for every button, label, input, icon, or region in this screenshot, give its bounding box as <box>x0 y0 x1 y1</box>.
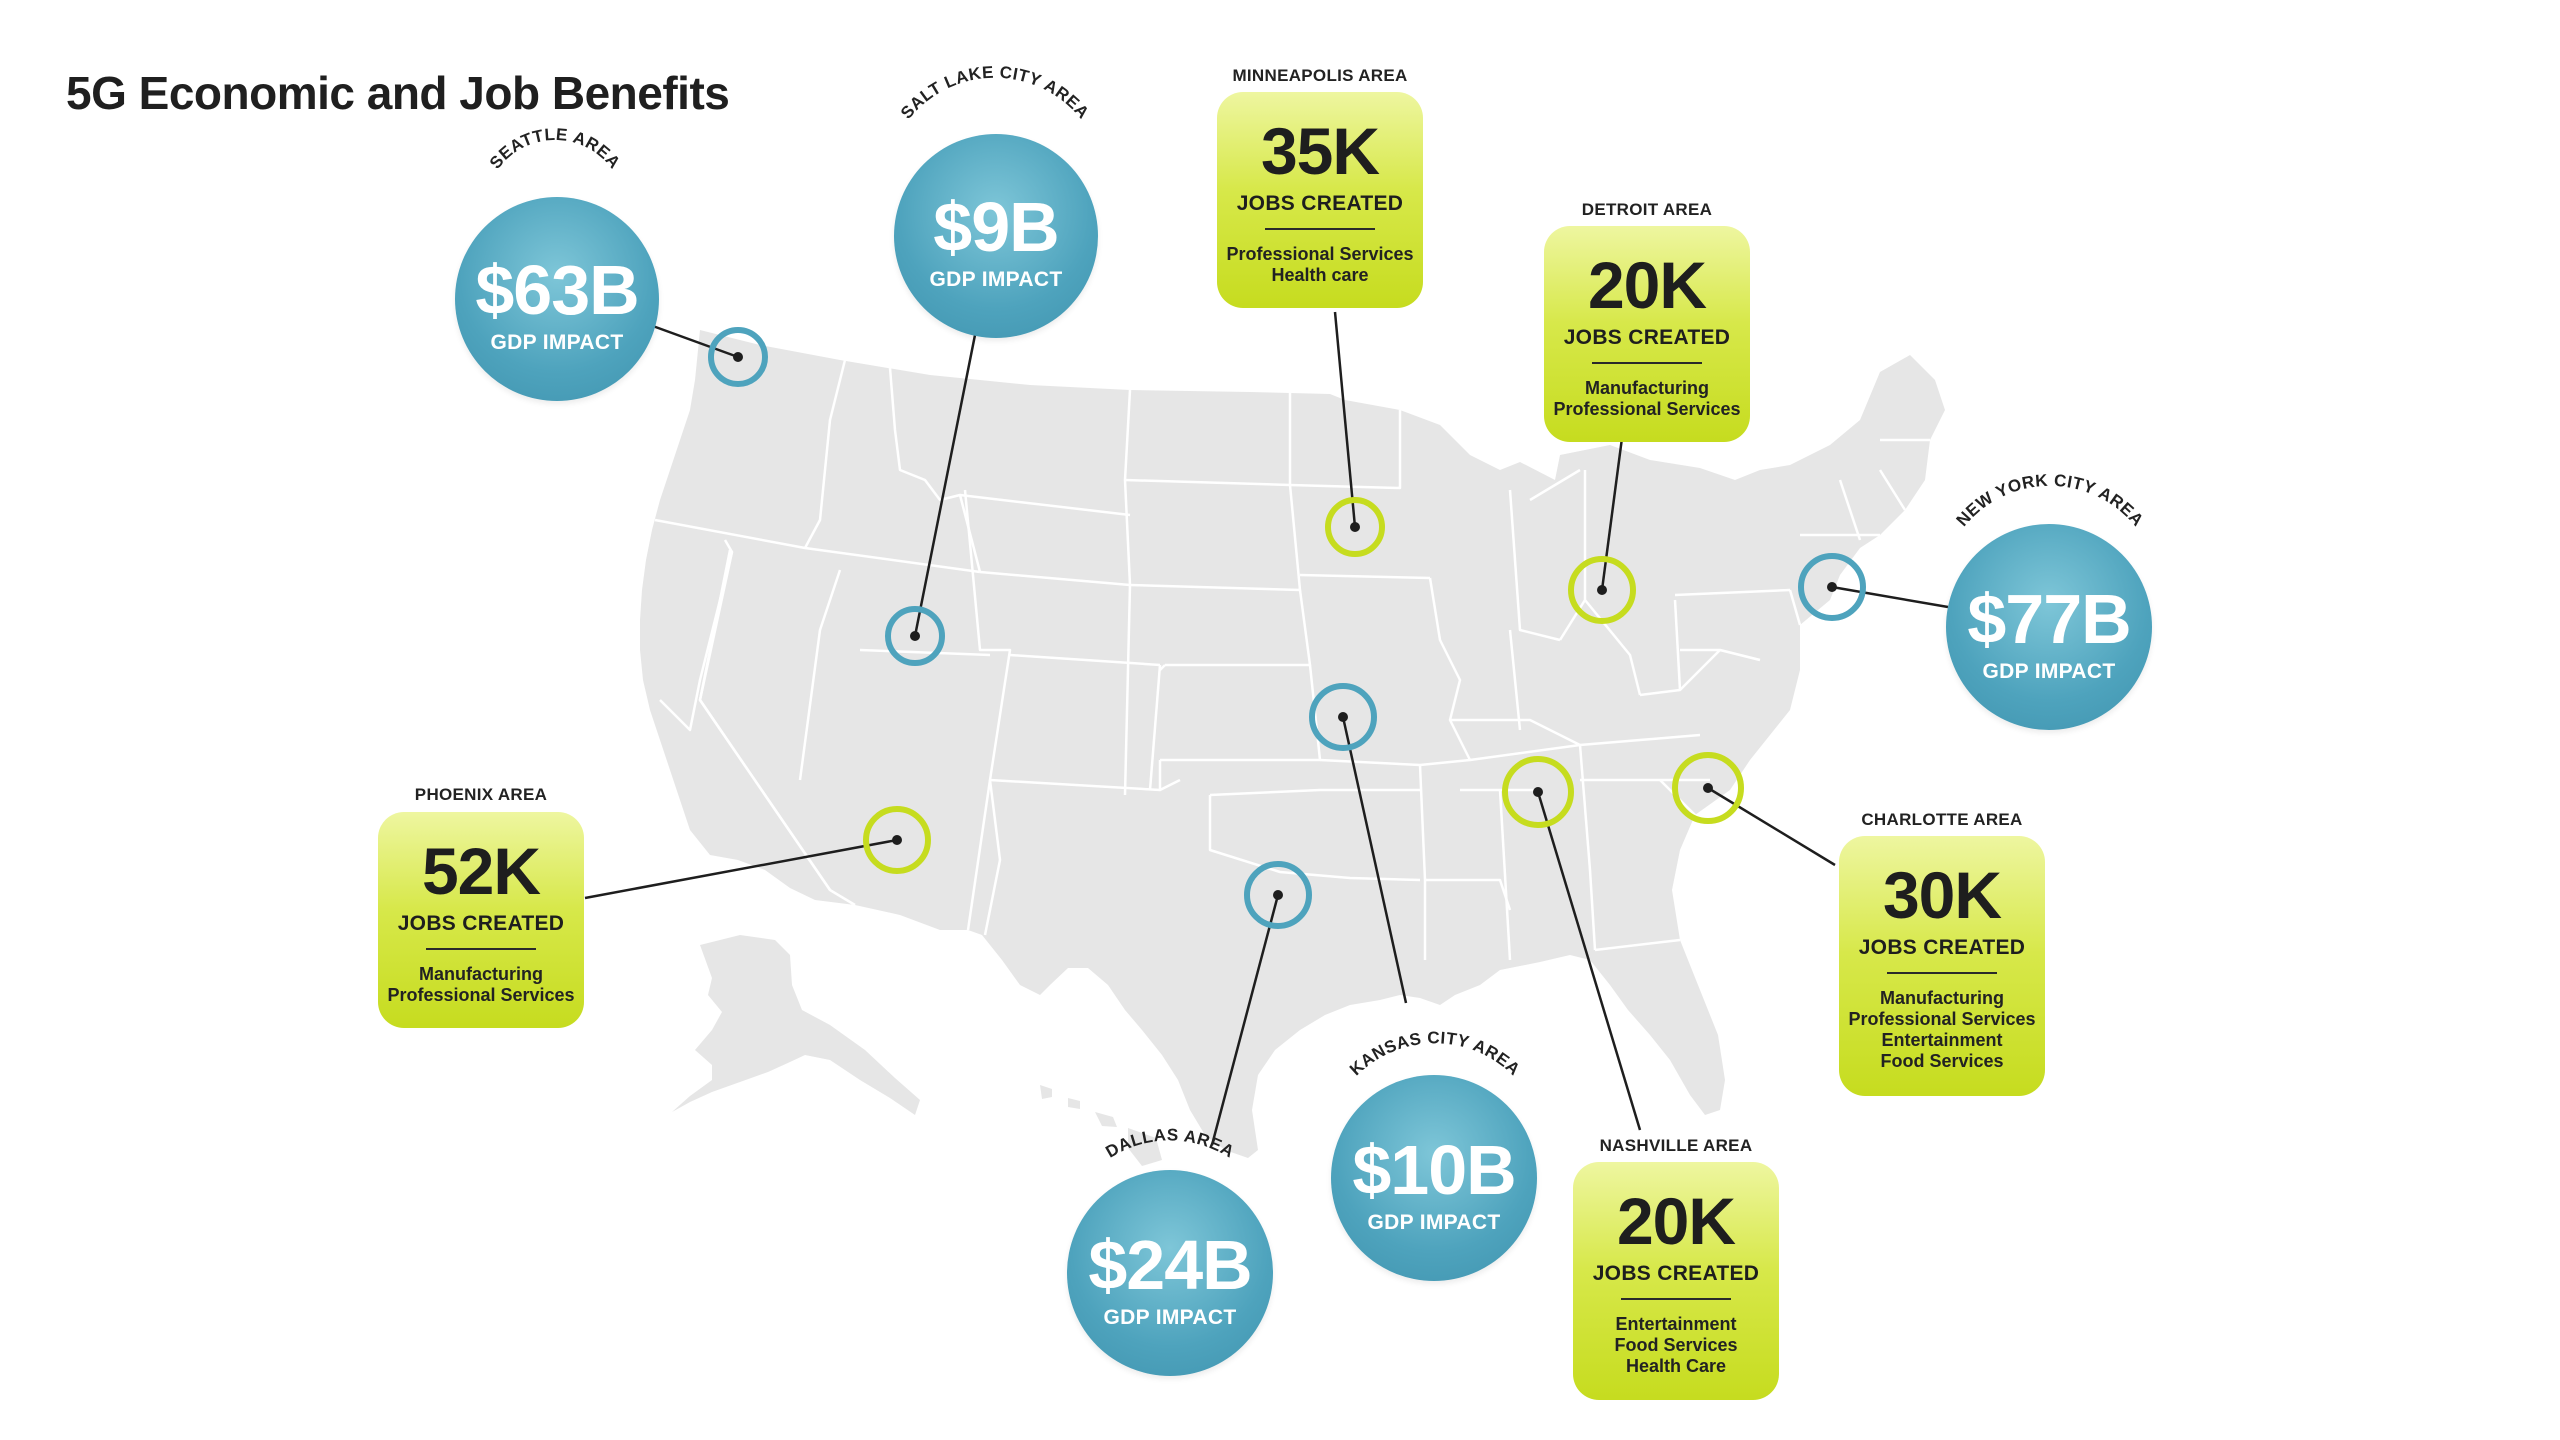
jobs-card-detroit: 20K JOBS CREATED Manufacturing Professio… <box>1544 226 1750 442</box>
marker-charlotte <box>1672 752 1744 824</box>
area-label-charlotte: CHARLOTTE AREA <box>1861 810 2023 829</box>
connector-dallas <box>1210 894 1280 1146</box>
state-borders <box>654 359 1930 961</box>
area-label-phoenix: PHOENIX AREA <box>414 785 548 804</box>
marker-slc <box>885 606 945 666</box>
connector-detroit <box>1600 437 1624 591</box>
sector-label: Food Services <box>1614 1335 1738 1355</box>
jobs-card-nashville: 20K JOBS CREATED Entertainment Food Serv… <box>1573 1162 1779 1400</box>
gdp-caption: GDP IMPACT <box>490 331 624 354</box>
connector-phoenix <box>584 838 898 900</box>
connector-nyc <box>1831 585 1949 609</box>
area-label-slc: SALT LAKE CITY AREA <box>897 63 1093 123</box>
sector-label: Professional Services <box>1226 244 1414 264</box>
jobs-value: 20K <box>1616 1184 1736 1258</box>
sector-label: Health care <box>1271 265 1369 285</box>
alaska-landmass <box>672 935 920 1115</box>
jobs-card-charlotte: 30K JOBS CREATED Manufacturing Professio… <box>1839 836 2045 1096</box>
jobs-value: 20K <box>1587 248 1707 322</box>
area-label-seattle: SEATTLE AREA <box>486 125 624 173</box>
divider <box>1887 972 1997 974</box>
connector-slc <box>913 334 977 637</box>
sector-label: Professional Services <box>387 985 575 1005</box>
jobs-caption: JOBS CREATED <box>1858 936 2026 959</box>
gdp-bubble-seattle: $63B GDP IMPACT <box>455 197 659 401</box>
connector-lines <box>584 311 1949 1146</box>
sector-label: Food Services <box>1880 1051 2004 1071</box>
gdp-caption: GDP IMPACT <box>1982 660 2116 683</box>
connector-nashville <box>1536 791 1642 1131</box>
sector-label: Health Care <box>1625 1356 1727 1376</box>
gdp-value: $24B <box>1088 1226 1252 1304</box>
gdp-bubble-nyc: $77B GDP IMPACT <box>1946 524 2152 730</box>
jobs-caption: JOBS CREATED <box>1592 1262 1760 1285</box>
divider <box>1592 362 1702 364</box>
jobs-caption: JOBS CREATED <box>1236 192 1404 215</box>
gdp-bubble-dallas: $24B GDP IMPACT <box>1067 1170 1273 1376</box>
marker-detroit <box>1568 556 1636 624</box>
sector-label: Professional Services <box>1848 1009 2036 1029</box>
area-label-nyc: NEW YORK CITY AREA <box>1953 471 2148 530</box>
jobs-value: 30K <box>1882 858 2002 932</box>
jobs-card-phoenix: 52K JOBS CREATED Manufacturing Professio… <box>378 812 584 1028</box>
page-title: 5G Economic and Job Benefits <box>66 67 730 119</box>
area-label-nashville: NASHVILLE AREA <box>1599 1136 1753 1155</box>
marker-nashville <box>1502 756 1574 828</box>
gdp-value: $77B <box>1967 580 2131 658</box>
gdp-value: $63B <box>475 251 639 329</box>
area-label-minneapolis: MINNEAPOLIS AREA <box>1232 66 1408 85</box>
hawaii-islands <box>1040 1085 1162 1166</box>
marker-nyc <box>1798 553 1866 621</box>
jobs-value: 52K <box>421 834 541 908</box>
marker-minneapolis <box>1325 497 1385 557</box>
gdp-bubble-slc: $9B GDP IMPACT <box>894 134 1098 338</box>
gdp-caption: GDP IMPACT <box>929 268 1063 291</box>
marker-phoenix <box>863 806 931 874</box>
sector-label: Entertainment <box>1881 1030 2003 1050</box>
marker-seattle <box>708 327 768 387</box>
marker-kc <box>1309 683 1377 751</box>
location-markers <box>708 327 1866 929</box>
gdp-bubble-kc: $10B GDP IMPACT <box>1331 1075 1537 1281</box>
jobs-card-minneapolis: 35K JOBS CREATED Professional Services H… <box>1217 92 1423 308</box>
sector-label: Professional Services <box>1553 399 1741 419</box>
gdp-caption: GDP IMPACT <box>1103 1306 1237 1329</box>
jobs-caption: JOBS CREATED <box>1563 326 1731 349</box>
connector-minneapolis <box>1333 311 1357 528</box>
gdp-caption: GDP IMPACT <box>1367 1211 1501 1234</box>
sector-label: Manufacturing <box>1585 378 1709 398</box>
gdp-value: $9B <box>933 188 1059 266</box>
sector-label: Entertainment <box>1615 1314 1737 1334</box>
jobs-value: 35K <box>1260 114 1380 188</box>
sector-label: Manufacturing <box>1880 988 2004 1008</box>
connector-kc <box>1341 716 1408 1004</box>
connector-charlotte <box>1707 786 1836 867</box>
jobs-caption: JOBS CREATED <box>397 912 565 935</box>
gdp-value: $10B <box>1352 1131 1516 1209</box>
area-label-kc: KANSAS CITY AREA <box>1346 1028 1524 1079</box>
divider <box>426 948 536 950</box>
sector-label: Manufacturing <box>419 964 543 984</box>
area-label-detroit: DETROIT AREA <box>1581 200 1713 219</box>
divider <box>1265 228 1375 230</box>
marker-dallas <box>1244 861 1312 929</box>
lower-48-landmass <box>640 330 1945 1158</box>
connector-seattle <box>649 323 739 359</box>
divider <box>1621 1298 1731 1300</box>
